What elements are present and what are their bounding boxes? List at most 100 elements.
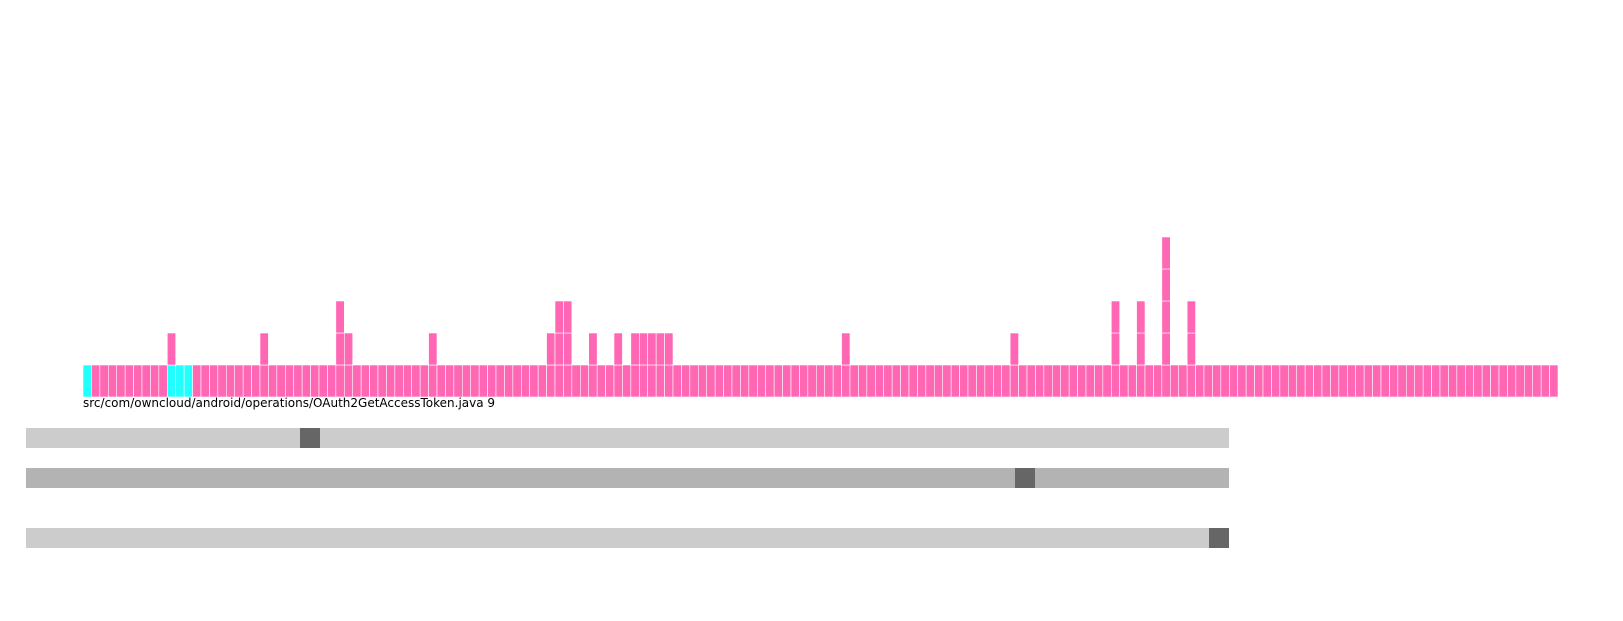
chart-cell-82-0[interactable] <box>773 364 783 398</box>
chart-cell-171-0[interactable] <box>1523 364 1534 398</box>
chart-cell-30-2[interactable] <box>335 300 345 334</box>
chart-cell-8-0[interactable] <box>150 364 160 398</box>
chart-cell-27-0[interactable] <box>310 364 320 398</box>
chart-cell-66-1[interactable] <box>638 332 649 366</box>
chart-cell-75-0[interactable] <box>714 364 724 398</box>
scrollbar-thumb-2[interactable] <box>1014 468 1035 488</box>
chart-cell-88-0[interactable] <box>824 364 834 398</box>
chart-cell-48-0[interactable] <box>487 364 497 398</box>
chart-cell-6-0[interactable] <box>133 364 143 398</box>
chart-cell-109-0[interactable] <box>1001 364 1011 398</box>
chart-cell-24-0[interactable] <box>284 364 295 398</box>
chart-cell-83-0[interactable] <box>782 364 792 398</box>
chart-cell-1-0[interactable] <box>91 364 101 398</box>
chart-cell-71-0[interactable] <box>681 364 691 398</box>
chart-cell-140-0[interactable] <box>1262 364 1272 398</box>
chart-cell-173-0[interactable] <box>1540 364 1550 398</box>
chart-cell-128-2[interactable] <box>1161 300 1171 334</box>
chart-cell-161-0[interactable] <box>1439 364 1449 398</box>
chart-cell-146-0[interactable] <box>1313 364 1323 398</box>
chart-cell-80-0[interactable] <box>756 364 767 398</box>
chart-cell-51-0[interactable] <box>512 364 522 398</box>
chart-cell-141-0[interactable] <box>1271 364 1281 398</box>
chart-cell-68-1[interactable] <box>655 332 665 366</box>
chart-cell-169-0[interactable] <box>1507 364 1517 398</box>
chart-cell-148-0[interactable] <box>1330 364 1340 398</box>
chart-cell-84-0[interactable] <box>790 364 800 398</box>
chart-cell-57-2[interactable] <box>563 300 573 334</box>
chart-cell-46-0[interactable] <box>470 364 480 398</box>
chart-cell-5-0[interactable] <box>124 364 134 398</box>
chart-cell-76-0[interactable] <box>723 364 733 398</box>
chart-cell-124-0[interactable] <box>1127 364 1137 398</box>
chart-cell-143-0[interactable] <box>1287 364 1298 398</box>
chart-cell-18-0[interactable] <box>234 364 244 398</box>
chart-cell-44-0[interactable] <box>453 364 463 398</box>
chart-cell-56-1[interactable] <box>554 332 564 366</box>
chart-cell-131-2[interactable] <box>1186 300 1196 334</box>
chart-cell-158-0[interactable] <box>1414 364 1424 398</box>
chart-cell-121-0[interactable] <box>1102 364 1112 398</box>
chart-cell-160-0[interactable] <box>1431 364 1441 398</box>
chart-cell-26-0[interactable] <box>301 364 311 398</box>
chart-cell-134-0[interactable] <box>1212 364 1222 398</box>
chart-cell-42-0[interactable] <box>436 364 446 398</box>
chart-cell-17-0[interactable] <box>225 364 236 398</box>
chart-cell-25-0[interactable] <box>293 364 303 398</box>
chart-cell-110-0[interactable] <box>1009 364 1019 398</box>
chart-cell-105-0[interactable] <box>967 364 977 398</box>
chart-cell-91-0[interactable] <box>849 364 859 398</box>
chart-cell-97-0[interactable] <box>900 364 910 398</box>
chart-cell-43-0[interactable] <box>445 364 455 398</box>
chart-cell-164-0[interactable] <box>1464 364 1475 398</box>
chart-cell-125-2[interactable] <box>1136 300 1146 334</box>
chart-cell-165-0[interactable] <box>1473 364 1483 398</box>
chart-cell-117-0[interactable] <box>1068 364 1078 398</box>
chart-cell-154-0[interactable] <box>1380 364 1390 398</box>
chart-cell-38-0[interactable] <box>402 364 413 398</box>
chart-cell-133-0[interactable] <box>1203 364 1213 398</box>
chart-cell-30-1[interactable] <box>335 332 345 366</box>
chart-cell-92-0[interactable] <box>858 364 868 398</box>
chart-cell-166-0[interactable] <box>1481 364 1491 398</box>
chart-cell-20-0[interactable] <box>251 364 261 398</box>
chart-cell-102-0[interactable] <box>942 364 952 398</box>
chart-cell-96-0[interactable] <box>891 364 901 398</box>
chart-cell-55-0[interactable] <box>546 364 556 398</box>
chart-cell-35-0[interactable] <box>377 364 387 398</box>
chart-cell-122-2[interactable] <box>1110 300 1121 334</box>
chart-cell-155-0[interactable] <box>1389 364 1399 398</box>
chart-cell-81-0[interactable] <box>765 364 775 398</box>
chart-cell-136-0[interactable] <box>1228 364 1239 398</box>
chart-cell-74-0[interactable] <box>706 364 716 398</box>
chart-cell-78-0[interactable] <box>740 364 750 398</box>
chart-cell-99-0[interactable] <box>917 364 927 398</box>
chart-cell-122-1[interactable] <box>1110 332 1121 366</box>
chart-cell-31-1[interactable] <box>343 332 354 366</box>
chart-cell-59-0[interactable] <box>579 364 590 398</box>
chart-cell-115-0[interactable] <box>1051 364 1062 398</box>
chart-cell-103-0[interactable] <box>950 364 960 398</box>
chart-cell-65-0[interactable] <box>630 364 640 398</box>
chart-cell-39-0[interactable] <box>411 364 421 398</box>
chart-cell-69-1[interactable] <box>664 332 674 366</box>
scrollbar-horizontal-2[interactable] <box>26 468 1229 488</box>
chart-cell-135-0[interactable] <box>1220 364 1230 398</box>
chart-cell-111-0[interactable] <box>1018 364 1028 398</box>
chart-cell-16-0[interactable] <box>217 364 227 398</box>
chart-cell-58-0[interactable] <box>571 364 581 398</box>
chart-cell-32-0[interactable] <box>352 364 362 398</box>
chart-cell-69-0[interactable] <box>664 364 674 398</box>
chart-cell-172-0[interactable] <box>1532 364 1542 398</box>
chart-cell-56-0[interactable] <box>554 364 564 398</box>
chart-cell-142-0[interactable] <box>1279 364 1289 398</box>
chart-cell-40-0[interactable] <box>419 364 429 398</box>
scrollbar-thumb-3[interactable] <box>1209 528 1229 548</box>
chart-cell-55-1[interactable] <box>546 332 556 366</box>
chart-cell-118-0[interactable] <box>1077 364 1087 398</box>
chart-cell-90-0[interactable] <box>841 364 851 398</box>
chart-cell-62-0[interactable] <box>605 364 615 398</box>
chart-cell-12-0[interactable] <box>183 364 193 398</box>
chart-cell-63-1[interactable] <box>613 332 623 366</box>
chart-cell-137-0[interactable] <box>1237 364 1247 398</box>
